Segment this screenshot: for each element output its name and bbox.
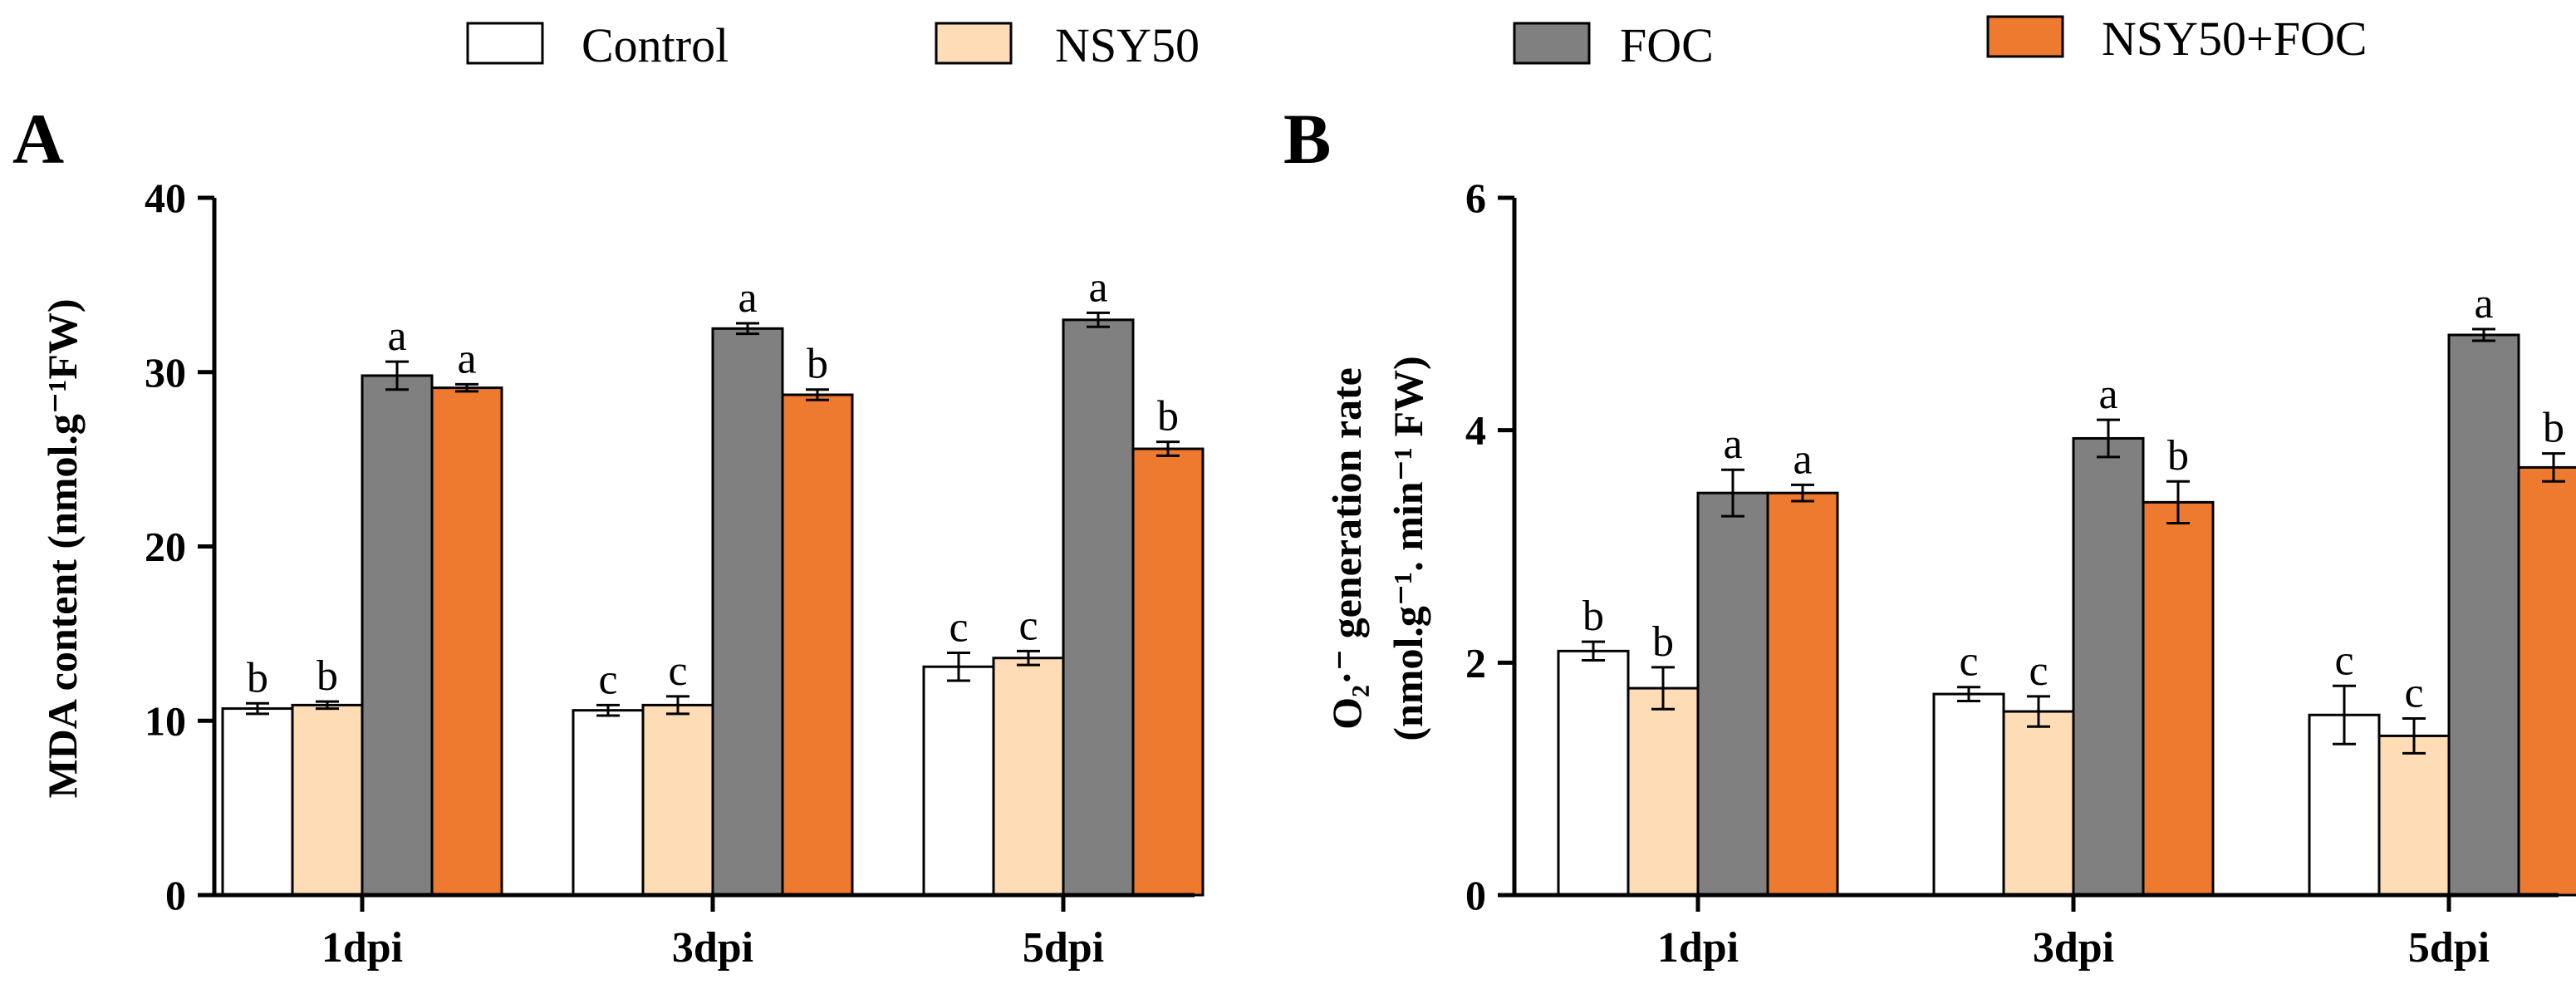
legend-label-nsy50-foc: NSY50+FOC [2102, 12, 2367, 66]
bar-b-3dpi-Control [1932, 692, 2005, 897]
bar-a-3dpi-NSY50 [641, 703, 714, 897]
sig-letter-a-1dpi-FOC: a [387, 312, 406, 360]
chart-panel-b: b c c b c c a a a a b b 0 2 4 6 1dpi 3dpi 5dpi [1465, 175, 2576, 972]
bar-a-3dpi-FOC [711, 327, 784, 897]
sig-letter-b-5dpi-FOC: a [2474, 280, 2493, 327]
y-tick-label-b-2: 2 [1465, 639, 1486, 686]
y-axis-title-b-line1: O₂·⁻ generation rate [1323, 367, 1370, 730]
bar-a-5dpi-Control [922, 665, 995, 897]
bar-a-5dpi-NSY50+FOC [1131, 447, 1205, 897]
sig-letter-b-3dpi-Control: c [1959, 638, 1978, 686]
x-tick-label-b-5dpi: 5dpi [2408, 924, 2490, 972]
sig-letter-b-1dpi-Control: b [1582, 593, 1604, 640]
bar-a-1dpi-Control [221, 707, 294, 897]
bar-b-1dpi-NSY50 [1627, 686, 1700, 897]
x-tick-label-a-5dpi: 5dpi [1023, 924, 1104, 972]
y-tick-label-b-6: 6 [1465, 175, 1486, 221]
sig-letter-b-5dpi-NSY50: c [2404, 669, 2423, 716]
bar-a-1dpi-FOC [361, 374, 434, 897]
bar-b-3dpi-NSY50+FOC [2142, 500, 2215, 897]
x-tick-label-b-1dpi: 1dpi [1657, 924, 1739, 972]
sig-letter-a-5dpi-NSY50+FOC: b [1157, 393, 1179, 440]
sig-letter-b-5dpi-Control: c [2334, 637, 2353, 684]
sig-letter-a-5dpi-FOC: a [1088, 263, 1107, 311]
sig-letter-b-1dpi-NSY50+FOC: a [1793, 435, 1812, 483]
bar-a-1dpi-NSY50 [291, 703, 364, 897]
legend-swatch-control [466, 22, 544, 65]
y-tick-label-a-30: 30 [145, 349, 186, 396]
bar-a-1dpi-NSY50+FOC [430, 386, 503, 897]
sig-letter-a-3dpi-NSY50: c [668, 647, 687, 695]
panel-label-a: A [12, 99, 64, 179]
sig-letter-a-3dpi-FOC: a [738, 274, 757, 322]
legend-label-nsy50: NSY50 [1055, 18, 1200, 72]
legend-label-control: Control [581, 18, 729, 72]
sig-letter-b-1dpi-NSY50: b [1652, 618, 1674, 666]
y-tick-label-b-0: 0 [1465, 872, 1486, 918]
x-tick-label-a-3dpi: 3dpi [672, 924, 753, 972]
sig-letter-a-1dpi-NSY50+FOC: a [457, 335, 476, 382]
x-tick-label-b-3dpi: 3dpi [2033, 924, 2114, 972]
bar-b-5dpi-FOC [2447, 333, 2520, 897]
bar-a-5dpi-NSY50 [992, 657, 1065, 897]
legend: Control NSY50 FOC NSY50+FOC [466, 12, 2367, 72]
sig-letter-a-1dpi-NSY50: b [316, 652, 338, 700]
sig-letter-a-1dpi-Control: b [247, 654, 268, 701]
bar-b-1dpi-NSY50+FOC [1766, 491, 1839, 897]
legend-swatch-nsy50-foc [1986, 15, 2064, 58]
legend-swatch-nsy50 [935, 22, 1013, 65]
sig-letter-a-3dpi-Control: c [598, 656, 617, 703]
panel-label-b: B [1283, 99, 1331, 179]
sig-letter-b-3dpi-NSY50: c [2029, 647, 2048, 695]
legend-item-control: Control [466, 18, 729, 72]
x-tick-label-a-1dpi: 1dpi [321, 924, 403, 972]
bar-b-5dpi-NSY50+FOC [2517, 465, 2576, 897]
bar-b-1dpi-FOC [1696, 491, 1769, 897]
bar-a-3dpi-NSY50+FOC [781, 393, 854, 897]
sig-letter-a-5dpi-NSY50: c [1018, 602, 1038, 649]
legend-item-nsy50: NSY50 [935, 18, 1200, 72]
y-tick-label-a-40: 40 [145, 175, 186, 221]
y-tick-label-a-10: 10 [145, 697, 186, 744]
bar-b-3dpi-NSY50 [2002, 710, 2075, 897]
sig-letter-b-3dpi-NSY50+FOC: b [2167, 432, 2189, 480]
sig-letter-b-5dpi-NSY50+FOC: b [2543, 405, 2564, 452]
bar-b-5dpi-NSY50 [2377, 734, 2451, 897]
sig-letter-b-3dpi-FOC: a [2098, 371, 2117, 418]
sig-letter-a-3dpi-NSY50+FOC: b [807, 341, 828, 388]
sig-letter-b-1dpi-FOC: a [1723, 421, 1742, 468]
y-axis-title-a: MDA content (nmol.g⁻¹FW) [39, 298, 86, 798]
y-axis-title-b-line2: (nmol.g⁻¹. min⁻¹ FW) [1385, 356, 1431, 741]
bar-a-3dpi-Control [572, 709, 645, 897]
sig-letter-a-5dpi-Control: c [949, 603, 968, 651]
legend-swatch-foc [1513, 22, 1591, 65]
legend-item-nsy50-foc: NSY50+FOC [1986, 12, 2367, 66]
y-tick-label-b-4: 4 [1465, 407, 1486, 454]
bar-b-1dpi-Control [1557, 649, 1630, 897]
legend-item-foc: FOC [1513, 18, 1714, 72]
chart-panel-a: b c c b c c a a a a b b 0 10 20 30 40 1dpi 3dpi 5dpi [145, 175, 1205, 972]
bar-a-5dpi-FOC [1062, 318, 1135, 897]
bar-b-3dpi-FOC [2072, 436, 2145, 897]
y-tick-label-a-0: 0 [165, 872, 186, 918]
legend-label-foc: FOC [1620, 18, 1714, 72]
y-tick-label-a-20: 20 [145, 524, 186, 570]
